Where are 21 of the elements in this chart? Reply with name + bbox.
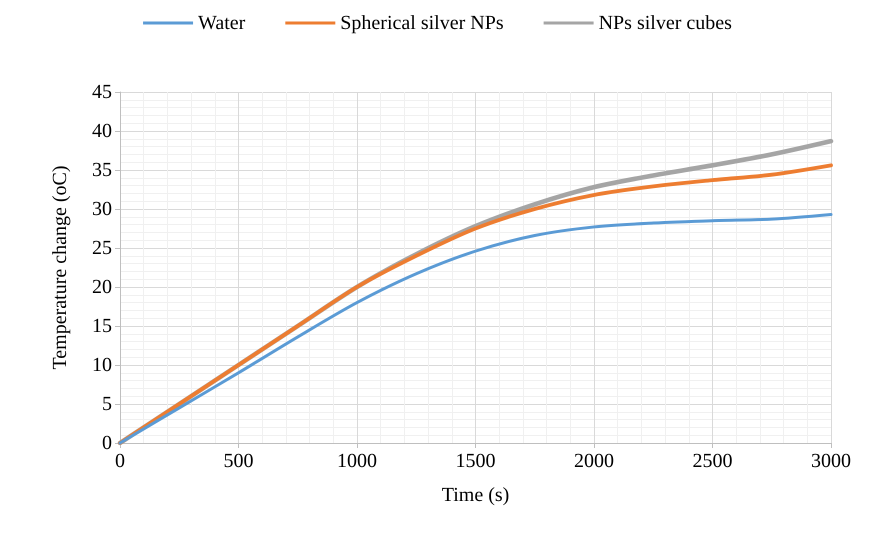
y-tick-label: 35 xyxy=(92,159,112,181)
x-tick-label: 1500 xyxy=(456,450,496,472)
x-axis-title: Time (s) xyxy=(442,484,510,506)
x-tick-label: 2000 xyxy=(574,450,614,472)
y-tick-label: 25 xyxy=(92,237,112,259)
legend-label: Spherical silver NPs xyxy=(340,12,504,34)
y-tick-label: 0 xyxy=(102,432,112,454)
x-tick-label: 2500 xyxy=(692,450,732,472)
legend-label: NPs silver cubes xyxy=(598,12,732,34)
x-tick-label: 1000 xyxy=(337,450,377,472)
y-tick-label: 20 xyxy=(92,276,112,298)
y-tick-label: 45 xyxy=(92,81,112,103)
y-tick-label: 5 xyxy=(102,393,112,415)
y-axis-title: Temperature change (oC) xyxy=(49,165,71,370)
x-tick-label: 500 xyxy=(224,450,254,472)
y-tick-label: 30 xyxy=(92,198,112,220)
x-tick-label: 3000 xyxy=(811,450,851,472)
y-tick-label: 15 xyxy=(92,315,112,337)
y-tick-label: 40 xyxy=(92,120,112,142)
y-tick-label: 10 xyxy=(92,354,112,376)
legend-label: Water xyxy=(198,12,246,34)
